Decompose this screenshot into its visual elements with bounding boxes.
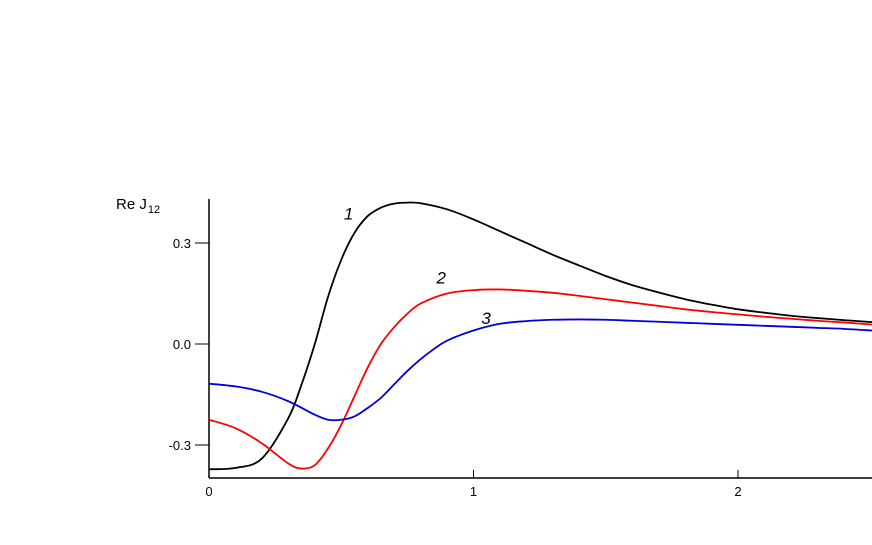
axes: [208, 199, 872, 479]
curve-label-1: 1: [344, 204, 353, 223]
y-axis-label-subscript: 12: [148, 204, 160, 216]
series-line-3: [208, 318, 872, 422]
y-axis-label: Re J12: [116, 196, 160, 216]
curve-label-3: 3: [481, 309, 491, 328]
y-tick-label: -0.3: [169, 438, 191, 453]
curve-labels: 1 2 3: [344, 204, 492, 327]
x-tick-label: 1: [470, 484, 477, 499]
x-tick-label: 0: [205, 484, 212, 499]
curves: [208, 201, 872, 471]
y-tick-label: 0.0: [173, 337, 191, 352]
series-line-1: [208, 201, 872, 471]
y-axis-label-main: Re J: [116, 196, 147, 213]
x-ticks: 0 1 2: [205, 470, 742, 499]
y-tick-label: 0.3: [173, 236, 191, 251]
x-tick-label: 2: [734, 484, 741, 499]
series-line-2: [208, 288, 872, 470]
y-ticks: 0.3 0.0 -0.3: [169, 236, 209, 453]
curve-label-2: 2: [435, 268, 446, 287]
